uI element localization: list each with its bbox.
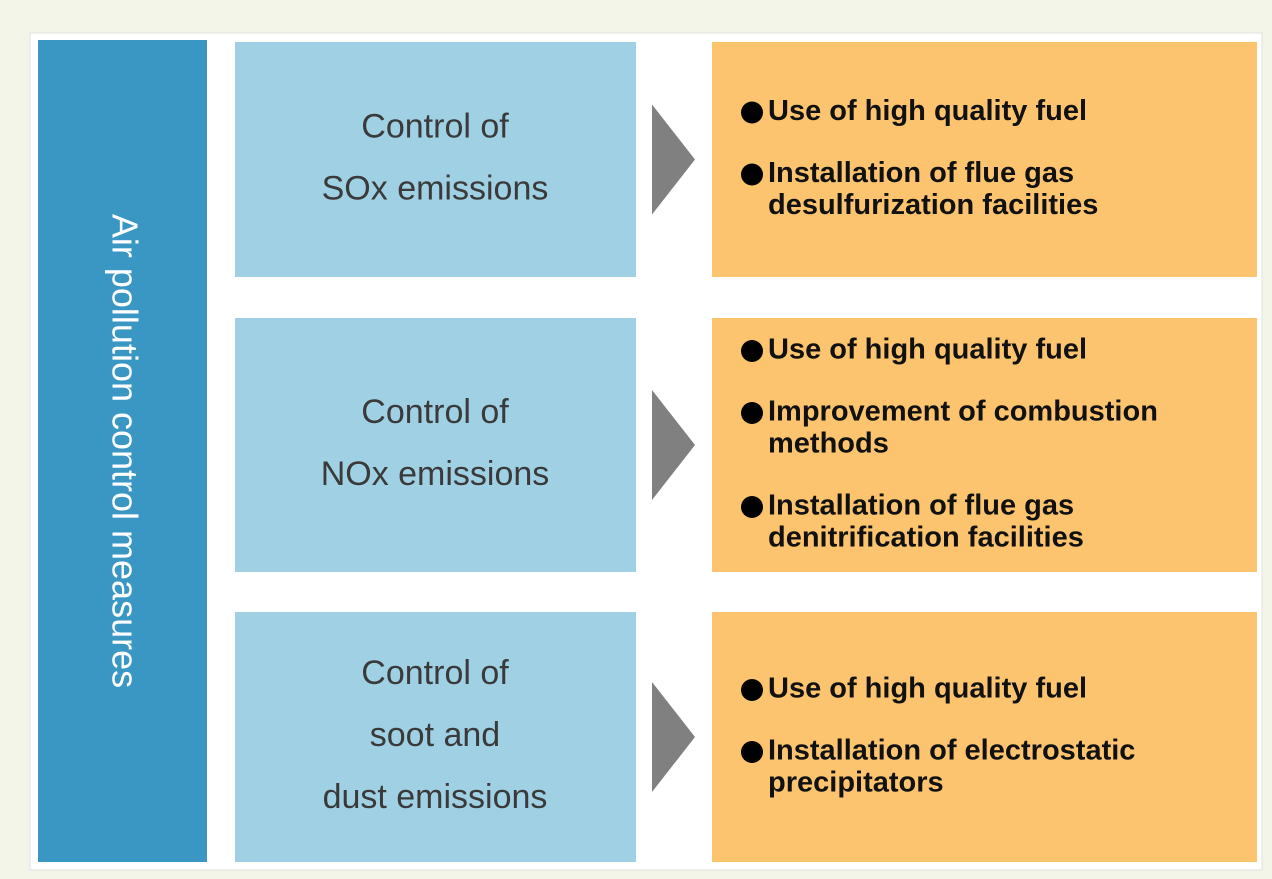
measure-text: Use of high quality fuel xyxy=(768,673,1087,705)
category-label: Control of xyxy=(361,107,509,145)
bullet xyxy=(741,679,763,701)
category-label: SOx emissions xyxy=(322,169,549,207)
measure-text: denitrification facilities xyxy=(768,522,1084,554)
measure-text: Installation of electrostatic xyxy=(768,735,1135,767)
measure-text: methods xyxy=(768,428,889,460)
category-label: NOx emissions xyxy=(321,455,550,493)
category-box xyxy=(235,42,636,277)
measure-text: precipitators xyxy=(768,767,944,799)
category-label: Control of xyxy=(361,654,509,692)
arrow xyxy=(652,390,695,500)
measure-text: desulfurization facilities xyxy=(768,189,1098,221)
bullet xyxy=(741,163,763,186)
category-box xyxy=(235,318,636,572)
measure-box xyxy=(712,318,1257,572)
side-label: Air pollution control measures xyxy=(104,214,145,688)
bullet xyxy=(741,741,763,763)
measure-text: Improvement of combustion xyxy=(768,396,1158,428)
measure-text: Use of high quality fuel xyxy=(768,334,1087,366)
measure-box xyxy=(712,42,1257,277)
bullet xyxy=(741,340,763,362)
bullet xyxy=(741,101,763,124)
bullet xyxy=(741,402,763,424)
measure-text: Use of high quality fuel xyxy=(768,95,1087,127)
category-label: Control of xyxy=(361,393,509,431)
measure-text: Installation of flue gas xyxy=(768,157,1074,189)
side-bar xyxy=(38,40,207,862)
category-box xyxy=(235,612,636,862)
arrow xyxy=(652,682,695,792)
measure-text: Installation of flue gas xyxy=(768,490,1074,522)
bullet xyxy=(741,496,763,518)
category-label: dust emissions xyxy=(323,778,548,816)
arrow xyxy=(652,104,695,215)
category-label: soot and xyxy=(370,716,500,754)
measure-box xyxy=(712,612,1257,862)
